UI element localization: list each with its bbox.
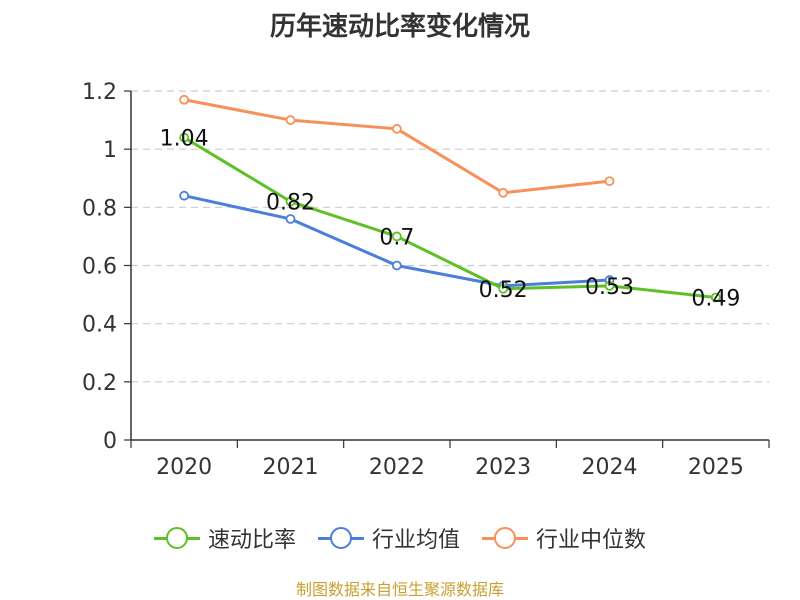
series-line-3 [183, 98, 610, 195]
data-point [391, 123, 402, 134]
data-point [179, 190, 190, 201]
source-note: 制图数据来自恒生聚源数据库 [295, 580, 504, 599]
legend-marker-icon [482, 526, 528, 550]
data-label: 0.53 [585, 275, 634, 300]
data-point [498, 187, 509, 198]
data-label: 0.52 [479, 278, 528, 303]
data-label: 0.49 [691, 286, 740, 311]
data-point [285, 115, 296, 125]
legend-marker-icon [317, 526, 364, 550]
data-point [285, 196, 296, 207]
y-tick-label: 0 [103, 429, 117, 454]
data-label: 1.04 [160, 127, 209, 152]
series-line-1 [183, 136, 716, 299]
x-tick-label: 2023 [475, 455, 531, 480]
chart-title: 历年速动比率变化情况 [269, 12, 530, 42]
y-tick-label: 1.2 [82, 80, 117, 105]
y-tick-label: 0.2 [82, 371, 117, 396]
data-label: 0.82 [266, 191, 315, 216]
data-label: 0.7 [379, 225, 414, 250]
y-tick-label: 0.6 [82, 255, 117, 280]
x-tick-label: 2020 [156, 455, 212, 480]
data-point [179, 132, 190, 143]
y-tick-label: 1 [103, 138, 117, 163]
y-tick-label: 0.8 [82, 196, 117, 221]
legend-item-1[interactable]: 速动比率 [153, 522, 296, 554]
legend-label: 行业均值 [371, 528, 460, 553]
data-point [391, 260, 402, 271]
data-point [604, 280, 615, 291]
y-tick-label: 0.4 [82, 313, 117, 338]
x-tick-label: 2022 [369, 455, 425, 480]
x-tick-label: 2021 [263, 455, 319, 480]
data-point [498, 283, 509, 294]
legend-item-3[interactable]: 行业中位数 [482, 522, 646, 554]
data-point [179, 94, 190, 105]
x-tick-label: 2024 [582, 455, 638, 480]
legend-marker-icon [153, 526, 200, 550]
legend-item-2[interactable]: 行业均值 [317, 522, 460, 554]
data-point [604, 176, 615, 187]
data-point [285, 214, 296, 224]
legend-label: 行业中位数 [536, 528, 647, 553]
legend-label: 速动比率 [207, 528, 296, 553]
data-point [710, 292, 721, 303]
x-tick-label: 2025 [688, 455, 744, 480]
data-point [391, 231, 402, 242]
legend: 速动比率 行业均值 行业中位数 [0, 520, 800, 556]
